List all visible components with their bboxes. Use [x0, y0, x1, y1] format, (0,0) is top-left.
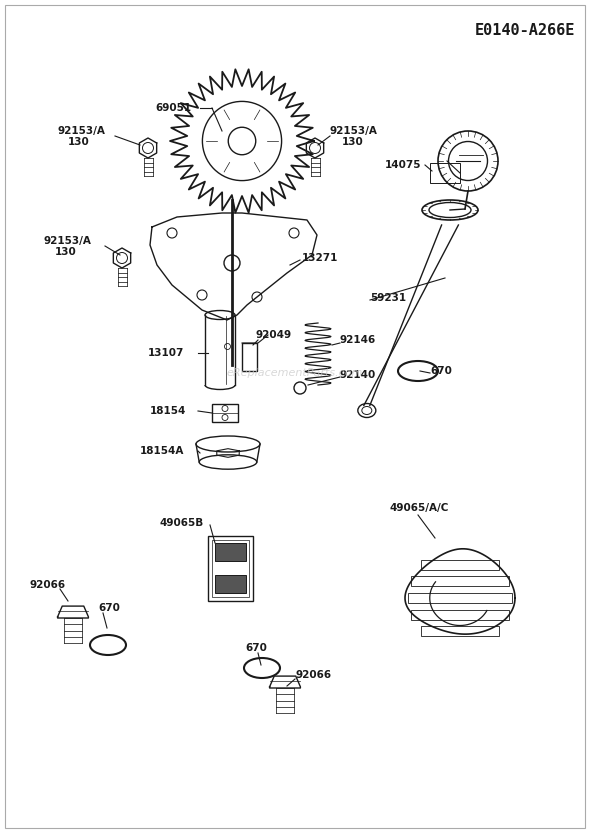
Text: eReplacementParts.com: eReplacementParts.com — [227, 368, 363, 378]
Text: E0140-A266E: E0140-A266E — [474, 23, 575, 38]
Bar — [421, 560, 499, 570]
Text: 92153/A: 92153/A — [58, 126, 106, 136]
Text: 18154A: 18154A — [140, 446, 184, 456]
Bar — [408, 593, 512, 603]
Text: 92153/A: 92153/A — [43, 236, 91, 246]
Bar — [411, 610, 509, 620]
Text: 49065/A/C: 49065/A/C — [390, 503, 450, 513]
Text: 670: 670 — [98, 603, 120, 613]
Bar — [242, 343, 257, 371]
Bar — [421, 626, 499, 636]
Text: 670: 670 — [245, 643, 267, 653]
Bar — [208, 536, 253, 601]
Text: 59231: 59231 — [370, 293, 406, 303]
Text: 49065B: 49065B — [160, 518, 204, 528]
Text: 13271: 13271 — [302, 253, 339, 263]
Text: 92146: 92146 — [340, 335, 376, 345]
Text: 130: 130 — [55, 247, 77, 257]
Bar — [215, 543, 245, 561]
Text: 130: 130 — [342, 137, 364, 147]
Bar — [211, 540, 248, 596]
Bar — [430, 163, 460, 183]
Text: 18154: 18154 — [150, 406, 186, 416]
Text: 13107: 13107 — [148, 348, 184, 358]
Bar — [215, 576, 245, 593]
Text: 130: 130 — [68, 137, 90, 147]
Text: 92066: 92066 — [30, 580, 66, 590]
Text: 92066: 92066 — [295, 670, 331, 680]
Text: 14075: 14075 — [385, 160, 421, 170]
Bar — [212, 404, 238, 422]
Text: 92153/A: 92153/A — [330, 126, 378, 136]
Text: 92140: 92140 — [340, 370, 376, 380]
Text: 670: 670 — [430, 366, 452, 376]
Bar — [411, 576, 509, 586]
Text: 92049: 92049 — [255, 330, 291, 340]
Text: 69051: 69051 — [155, 103, 191, 113]
